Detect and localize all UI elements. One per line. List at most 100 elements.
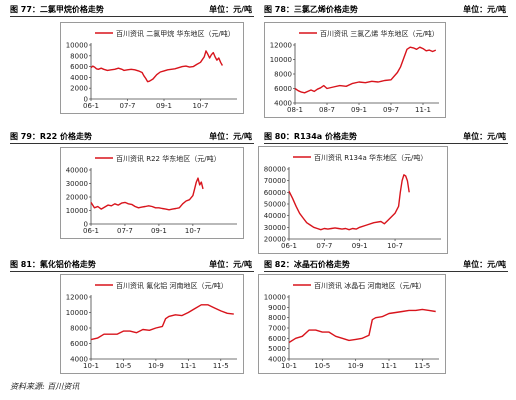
y-tick-label: 20000 bbox=[66, 194, 88, 202]
chart-card: 百川资讯 R22 华东地区（元/吨） 0 10000 20000 30000 40000 0… bbox=[60, 147, 244, 239]
x-tick-label: 08-7 bbox=[319, 106, 335, 114]
y-tick-label: 2000 bbox=[70, 85, 88, 93]
y-tick-label: 12000 bbox=[270, 42, 292, 50]
unit-label: 单位：元/吨 bbox=[463, 260, 506, 269]
unit-label: 单位：元/吨 bbox=[463, 132, 506, 141]
y-tick-label: 4000 bbox=[70, 356, 88, 364]
x-tick-label: 11-5 bbox=[213, 362, 229, 370]
unit-label: 单位：元/吨 bbox=[209, 260, 252, 269]
price-series-line bbox=[294, 46, 437, 94]
figure-title: 图 79：R22 价格走势 bbox=[10, 132, 92, 141]
unit-label: 单位：元/吨 bbox=[209, 132, 252, 141]
y-tick-label: 10000 bbox=[66, 42, 88, 50]
y-tick-label: 10000 bbox=[270, 56, 292, 64]
y-tick-label: 30000 bbox=[66, 180, 88, 188]
y-tick-label: 10000 bbox=[66, 309, 88, 317]
y-tick-label: 8000 bbox=[268, 314, 286, 322]
x-tick-label: 07-7 bbox=[117, 227, 133, 235]
y-tick-label: 7000 bbox=[268, 325, 286, 333]
x-tick-label: 10-1 bbox=[83, 362, 99, 370]
y-tick-label: 10000 bbox=[66, 207, 88, 215]
y-tick-label: 50000 bbox=[264, 201, 286, 209]
legend-label: 百川资讯 二氯甲烷 华东地区（元/吨） bbox=[116, 29, 235, 38]
legend-label: 百川资讯 三氯乙烯 华东地区（元/吨） bbox=[320, 29, 439, 38]
y-tick-label: 5000 bbox=[268, 345, 286, 353]
y-tick-label: 20000 bbox=[264, 236, 286, 244]
y-tick-label: 6000 bbox=[70, 340, 88, 348]
x-tick-label: 06-1 bbox=[281, 242, 297, 250]
figure-title-bar: 图 78：三氯乙烯价格走势 单位：元/吨 bbox=[264, 3, 508, 17]
y-tick-label: 4000 bbox=[70, 74, 88, 82]
y-tick-label: 40000 bbox=[264, 212, 286, 220]
price-series-line bbox=[90, 304, 234, 341]
x-tick-label: 11-1 bbox=[415, 106, 431, 114]
x-tick-label: 10-1 bbox=[281, 362, 297, 370]
figure-title-bar: 图 79：R22 价格走势 单位：元/吨 bbox=[10, 130, 254, 144]
y-tick-label: 9000 bbox=[268, 304, 286, 312]
figure-title-bar: 图 81：氟化铝价格走势 单位：元/吨 bbox=[10, 258, 254, 272]
chart-card: 百川资讯 三氯乙烯 华东地区（元/吨） 4000 6000 8000 10000 1200… bbox=[264, 22, 446, 118]
figure-title: 图 82：冰晶石价格走势 bbox=[264, 260, 350, 269]
y-tick-label: 8000 bbox=[274, 71, 292, 79]
price-series-line bbox=[288, 308, 436, 344]
price-line-chart: 百川资讯 R134a 华东地区（元/吨） 20000 30000 40000 50000… bbox=[264, 153, 441, 250]
x-tick-label: 10-7 bbox=[185, 227, 201, 235]
price-line-chart: 百川资讯 二氯甲烷 华东地区（元/吨） 0 2000 4000 6000 8000 1000… bbox=[66, 29, 237, 110]
y-tick-label: 60000 bbox=[264, 189, 286, 197]
unit-label: 单位：元/吨 bbox=[463, 5, 506, 14]
y-tick-label: 4000 bbox=[268, 356, 286, 364]
y-tick-label: 12000 bbox=[66, 294, 88, 302]
legend-label: 百川资讯 R22 华东地区（元/吨） bbox=[116, 154, 221, 163]
source-note: 资料来源: 百川资讯 bbox=[10, 382, 80, 391]
chart-card: 百川资讯 二氯甲烷 华东地区（元/吨） 0 2000 4000 6000 8000 1000… bbox=[60, 22, 244, 114]
y-tick-label: 80000 bbox=[264, 166, 286, 174]
y-tick-label: 30000 bbox=[264, 224, 286, 232]
x-tick-label: 09-1 bbox=[156, 102, 172, 110]
price-line-chart: 百川资讯 R22 华东地区（元/吨） 0 10000 20000 30000 40000 0… bbox=[66, 154, 237, 235]
x-tick-label: 10-9 bbox=[148, 362, 164, 370]
figure-title: 图 78：三氯乙烯价格走势 bbox=[264, 5, 358, 14]
y-tick-label: 8000 bbox=[70, 52, 88, 60]
x-tick-label: 10-9 bbox=[348, 362, 364, 370]
y-tick-label: 6000 bbox=[274, 85, 292, 93]
x-tick-label: 09-1 bbox=[151, 227, 167, 235]
price-series-line bbox=[90, 177, 204, 211]
y-tick-label: 40000 bbox=[66, 167, 88, 175]
legend-label: 百川资讯 氟化铝 河南地区（元/吨） bbox=[116, 281, 228, 290]
figure-title-bar: 图 82：冰晶石价格走势 单位：元/吨 bbox=[264, 258, 508, 272]
x-tick-label: 10-7 bbox=[193, 102, 209, 110]
x-tick-label: 07-7 bbox=[120, 102, 136, 110]
y-tick-label: 6000 bbox=[70, 63, 88, 71]
x-tick-label: 11-1 bbox=[381, 362, 397, 370]
figure-title: 图 77：二氯甲烷价格走势 bbox=[10, 5, 104, 14]
y-tick-label: 6000 bbox=[268, 335, 286, 343]
x-tick-label: 07-7 bbox=[316, 242, 332, 250]
price-series-line bbox=[90, 50, 224, 83]
y-tick-label: 8000 bbox=[70, 325, 88, 333]
x-tick-label: 11-1 bbox=[180, 362, 196, 370]
price-line-chart: 百川资讯 冰晶石 河南地区（元/吨） 4000 5000 6000 7000 8000 90… bbox=[264, 281, 439, 370]
chart-card: 百川资讯 氟化铝 河南地区（元/吨） 4000 6000 8000 10000 12000… bbox=[60, 274, 244, 374]
unit-label: 单位：元/吨 bbox=[209, 5, 252, 14]
figure-title-bar: 图 80：R134a 价格走势 单位：元/吨 bbox=[264, 130, 508, 144]
x-tick-label: 10-5 bbox=[115, 362, 131, 370]
chart-card: 百川资讯 冰晶石 河南地区（元/吨） 4000 5000 6000 7000 8000 90… bbox=[258, 274, 446, 374]
y-tick-label: 0 bbox=[84, 96, 88, 104]
price-series-line bbox=[288, 174, 410, 231]
y-tick-label: 0 bbox=[84, 221, 88, 229]
y-tick-label: 10000 bbox=[264, 294, 286, 302]
figure-title-bar: 图 77：二氯甲烷价格走势 单位：元/吨 bbox=[10, 3, 254, 17]
y-tick-label: 4000 bbox=[274, 100, 292, 108]
x-tick-label: 06-1 bbox=[83, 102, 99, 110]
price-line-chart: 百川资讯 氟化铝 河南地区（元/吨） 4000 6000 8000 10000 12000… bbox=[66, 281, 237, 370]
y-tick-label: 70000 bbox=[264, 177, 286, 185]
x-tick-label: 11-5 bbox=[414, 362, 430, 370]
chart-card: 百川资讯 R134a 华东地区（元/吨） 20000 30000 40000 50000… bbox=[258, 146, 448, 254]
x-tick-label: 09-7 bbox=[383, 106, 399, 114]
price-line-chart: 百川资讯 三氯乙烯 华东地区（元/吨） 4000 6000 8000 10000 1200… bbox=[270, 29, 439, 114]
legend-label: 百川资讯 R134a 华东地区（元/吨） bbox=[314, 153, 427, 162]
figure-title: 图 81：氟化铝价格走势 bbox=[10, 260, 96, 269]
x-tick-label: 09-1 bbox=[352, 242, 368, 250]
x-tick-label: 10-5 bbox=[314, 362, 330, 370]
